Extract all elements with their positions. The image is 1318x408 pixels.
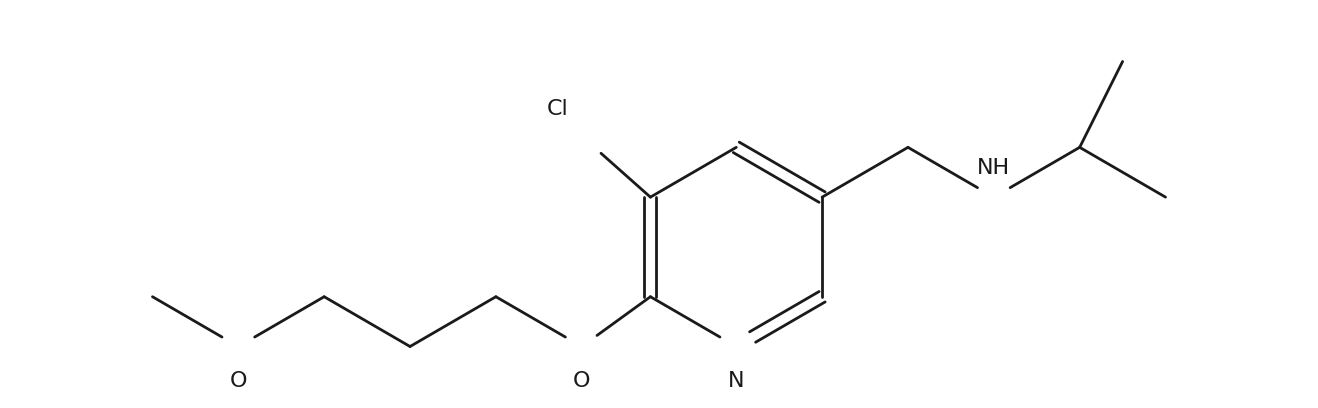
Text: O: O bbox=[573, 370, 590, 390]
Text: N: N bbox=[728, 370, 745, 390]
Text: Cl: Cl bbox=[547, 99, 569, 119]
Text: NH: NH bbox=[977, 158, 1011, 178]
Text: O: O bbox=[229, 370, 246, 390]
